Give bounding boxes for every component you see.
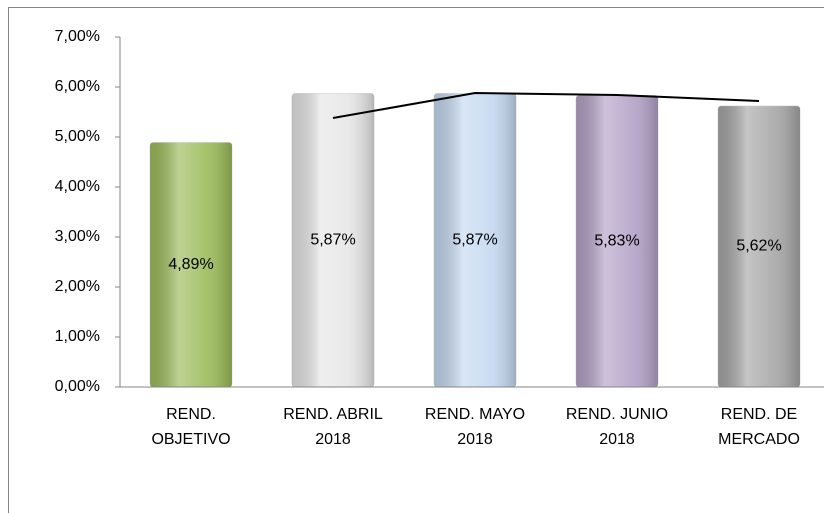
- x-tick-label: 2018: [315, 431, 351, 448]
- x-tick-label: REND. ABRIL: [283, 406, 383, 423]
- x-tick-label: REND. MAYO: [425, 406, 525, 423]
- x-tick-label: 2018: [599, 431, 635, 448]
- y-tick-label: 3,00%: [55, 228, 100, 245]
- y-tick-label: 1,00%: [55, 328, 100, 345]
- bar-shine: [434, 93, 516, 387]
- bar-shine: [718, 106, 800, 387]
- data-label: 5,83%: [594, 232, 639, 249]
- x-tick-label: MERCADO: [718, 431, 800, 448]
- x-tick-label: REND. DE: [721, 406, 797, 423]
- bar-shine: [292, 93, 374, 387]
- y-tick-label: 4,00%: [55, 178, 100, 195]
- y-tick-label: 7,00%: [55, 28, 100, 45]
- bar-shine: [576, 95, 658, 387]
- y-tick-label: 6,00%: [55, 78, 100, 95]
- data-label: 5,87%: [452, 231, 497, 248]
- x-tick-label: OBJETIVO: [151, 431, 230, 448]
- data-label: 4,89%: [168, 256, 213, 273]
- x-tick-label: REND.: [166, 406, 216, 423]
- x-tick-label: REND. JUNIO: [566, 406, 668, 423]
- y-tick-label: 0,00%: [55, 378, 100, 395]
- data-label: 5,62%: [736, 238, 781, 255]
- data-label: 5,87%: [310, 231, 355, 248]
- chart-frame: [8, 7, 824, 513]
- y-tick-label: 2,00%: [55, 278, 100, 295]
- y-tick-label: 5,00%: [55, 128, 100, 145]
- x-tick-label: 2018: [457, 431, 493, 448]
- bar-shine: [150, 142, 232, 387]
- line: [332, 91, 760, 119]
